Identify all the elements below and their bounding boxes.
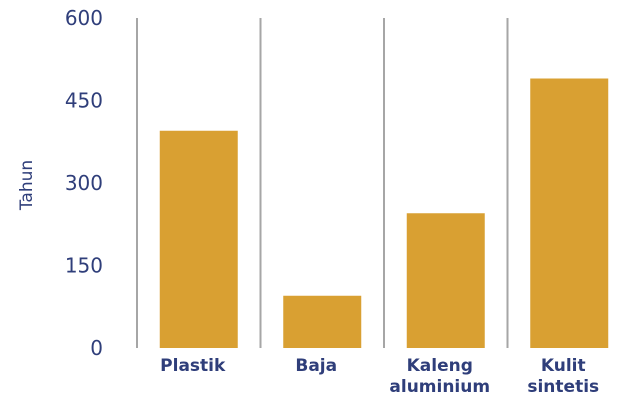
y-axis-label: Tahun: [17, 160, 37, 211]
bar: [530, 78, 609, 348]
y-axis-ticks: 0 150 300 450 600: [65, 6, 103, 360]
category-separators: [136, 18, 509, 348]
y-tick-label: 150: [65, 254, 103, 278]
x-tick-label: Kaleng aluminium: [389, 356, 490, 397]
bar: [159, 130, 238, 348]
y-tick-label: 450: [65, 89, 103, 113]
bar: [283, 295, 362, 348]
x-tick-label: Kulit sintetis: [527, 356, 599, 397]
x-tick-label: Plastik: [160, 356, 226, 376]
y-tick-label: 600: [65, 6, 103, 30]
bars: [159, 78, 609, 348]
x-tick-label: Baja: [295, 356, 337, 376]
y-tick-label: 0: [90, 336, 103, 360]
y-tick-label: 300: [65, 171, 103, 195]
bar: [406, 213, 485, 348]
x-axis-labels: Plastik Baja Kaleng aluminium Kulit sintetis: [160, 356, 599, 397]
